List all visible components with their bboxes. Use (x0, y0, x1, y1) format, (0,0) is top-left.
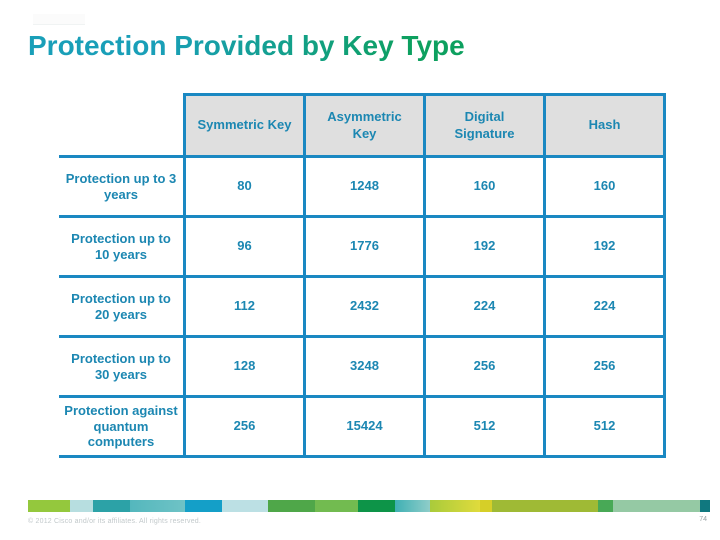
key-length-table: Symmetric Key Asymmetric Key Digital Signa… (183, 93, 666, 458)
value-cell: 224 (426, 278, 543, 335)
color-bar-segment (700, 500, 710, 512)
value-cell: 128 (186, 338, 303, 395)
color-bar-segment (222, 500, 268, 512)
row-label: Protection up to 3 years (59, 155, 183, 215)
value-cell: 224 (546, 278, 663, 335)
color-bar-segment (598, 500, 613, 512)
color-bar-segment (492, 500, 598, 512)
color-bar-segment (315, 500, 358, 512)
color-bar-segment (70, 500, 93, 512)
value-cell: 512 (426, 398, 543, 455)
page-number: 74 (699, 516, 707, 523)
color-bar-segment (268, 500, 315, 512)
column-header: Hash (546, 96, 663, 155)
color-bar-segment (28, 500, 70, 512)
value-cell: 512 (546, 398, 663, 455)
value-cell: 160 (426, 158, 543, 215)
row-labels-column: Protection up to 3 years Protection up to… (59, 155, 183, 458)
row-label: Protection up to 20 years (59, 275, 183, 335)
color-bar-segment (395, 500, 430, 512)
value-cell: 192 (546, 218, 663, 275)
footer-color-bar (28, 500, 710, 512)
color-bar-segment (358, 500, 395, 512)
value-cell: 112 (186, 278, 303, 335)
color-bar-segment (480, 500, 492, 512)
row-label: Protection against quantum computers (59, 395, 183, 455)
color-bar-segment (130, 500, 185, 512)
copyright-text: © 2012 Cisco and/or its affiliates. All … (28, 518, 202, 525)
column-header: Asymmetric Key (306, 96, 423, 155)
color-bar-segment (93, 500, 130, 512)
value-cell: 15424 (306, 398, 423, 455)
slide-title: Protection Provided by Key Type (28, 30, 465, 61)
value-cell: 192 (426, 218, 543, 275)
row-label: Protection up to 30 years (59, 335, 183, 395)
value-cell: 96 (186, 218, 303, 275)
column-header: Symmetric Key (186, 96, 303, 155)
value-cell: 1776 (306, 218, 423, 275)
color-bar-segment (430, 500, 480, 512)
value-cell: 2432 (306, 278, 423, 335)
value-cell: 80 (186, 158, 303, 215)
value-cell: 256 (426, 338, 543, 395)
value-cell: 256 (546, 338, 663, 395)
value-cell: 3248 (306, 338, 423, 395)
value-cell: 256 (186, 398, 303, 455)
color-bar-segment (185, 500, 222, 512)
column-header: Digital Signature (426, 96, 543, 155)
faint-watermark (33, 14, 85, 25)
value-cell: 160 (546, 158, 663, 215)
value-cell: 1248 (306, 158, 423, 215)
color-bar-segment (613, 500, 700, 512)
row-label: Protection up to 10 years (59, 215, 183, 275)
